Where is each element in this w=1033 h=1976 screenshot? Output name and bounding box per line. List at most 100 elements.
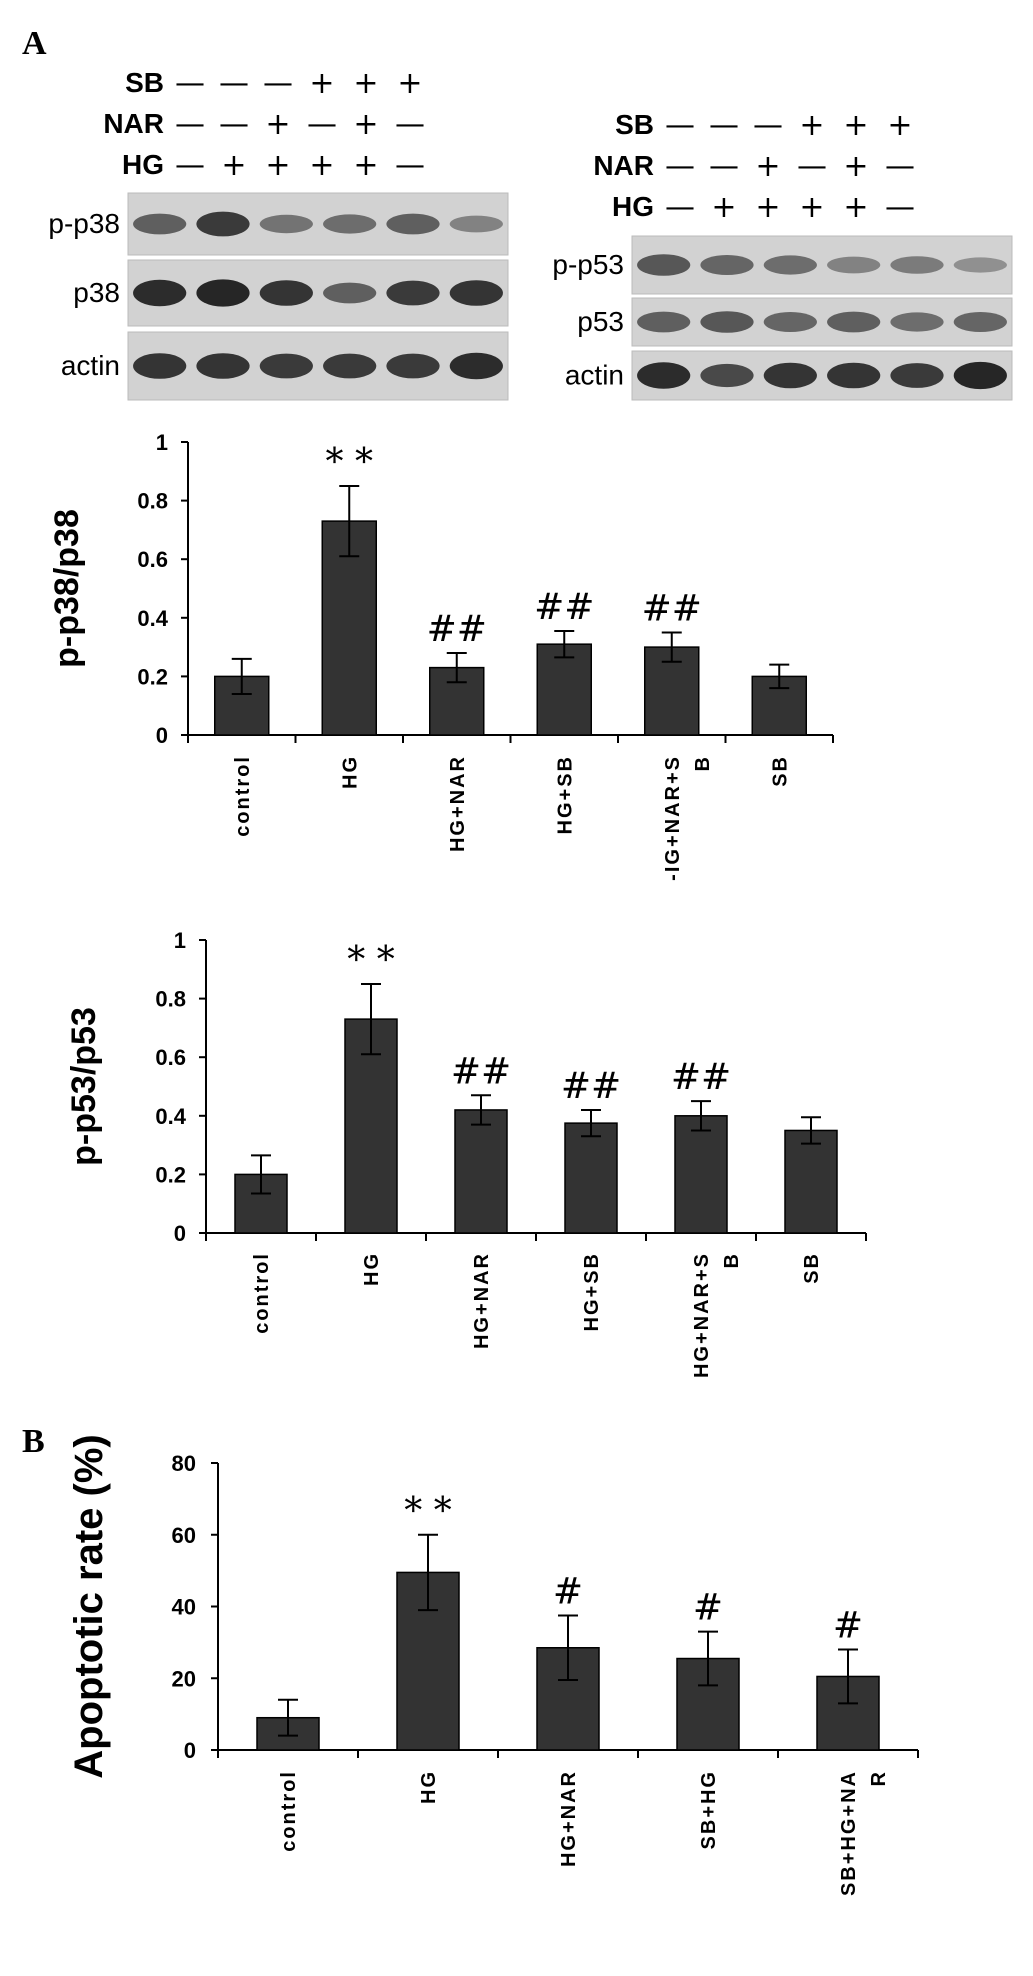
- blot-band: [827, 256, 881, 274]
- blot-band: [953, 257, 1007, 273]
- plus-sign: +: [265, 107, 290, 142]
- y-tick-label: 0.6: [137, 547, 168, 572]
- y-tick-label: 0.4: [155, 1104, 186, 1129]
- plus-sign: +: [265, 148, 290, 183]
- chart-2: 0 0.2 0.4 0.6 0.8 1 p-p53/p53 control * * HG ## HG+…: [65, 928, 867, 1378]
- category-label: HG+NAR: [558, 1770, 580, 1867]
- plus-sign: +: [309, 148, 334, 183]
- plus-sign: +: [309, 66, 334, 101]
- blot-band: [449, 352, 503, 380]
- category-label: B: [721, 1252, 743, 1268]
- blot-band: [700, 311, 754, 333]
- treatment-label-sb: SB: [615, 109, 654, 140]
- plus-sign: +: [353, 107, 378, 142]
- blot-band: [386, 280, 440, 306]
- category-label: HG: [361, 1252, 383, 1286]
- category-label: R: [868, 1770, 890, 1786]
- y-tick-label: 40: [172, 1595, 196, 1620]
- treatment-label-nar: NAR: [103, 108, 164, 139]
- significance-label: ##: [534, 587, 594, 628]
- significance-label: #: [693, 1588, 723, 1629]
- y-tick-label: 0.8: [155, 987, 186, 1012]
- minus-sign: —: [219, 107, 249, 142]
- category-label: SB: [801, 1252, 823, 1284]
- y-tick-label: 60: [172, 1523, 196, 1548]
- blot-band: [953, 361, 1007, 390]
- blot-p38-blot: SB — — — + + + NAR — — + — + — HG — + + + + — p-p38 p38 actin: [48, 66, 509, 401]
- y-tick-label: 0.6: [155, 1045, 186, 1070]
- blot-band: [323, 214, 377, 234]
- minus-sign: —: [885, 190, 915, 225]
- minus-sign: —: [885, 149, 915, 184]
- blot-band: [323, 353, 377, 379]
- blot-band: [700, 255, 754, 275]
- blot-band: [323, 282, 377, 304]
- y-tick-label: 20: [172, 1666, 196, 1691]
- minus-sign: —: [797, 149, 827, 184]
- blot-band: [196, 353, 250, 379]
- band-label-p53: p53: [577, 306, 624, 337]
- y-tick-label: 0.2: [137, 664, 168, 689]
- blot-strip-p53: [631, 297, 1013, 347]
- plus-sign: +: [353, 148, 378, 183]
- category-label: SB: [769, 755, 791, 787]
- category-label: control: [278, 1770, 300, 1852]
- plus-sign: +: [843, 149, 868, 184]
- blot-band: [763, 312, 817, 332]
- band-label-actin: actin: [61, 350, 120, 381]
- blot-band: [637, 362, 691, 389]
- band-label-p-p38: p-p38: [48, 208, 120, 239]
- minus-sign: —: [175, 107, 205, 142]
- y-tick-label: 0: [156, 723, 168, 748]
- bar-HG+SB: [564, 1122, 618, 1234]
- plus-sign: +: [887, 108, 912, 143]
- y-tick-label: 1: [174, 928, 186, 953]
- blot-band: [133, 279, 187, 307]
- blot-band: [827, 311, 881, 333]
- bar-SB: [784, 1129, 838, 1234]
- category-label: SB+HG: [698, 1770, 720, 1849]
- blot-band: [700, 363, 754, 388]
- western-blots: SB — — — + + + NAR — — + — + — HG — + + + + — p-p38 p38 actin SB…: [48, 66, 1013, 401]
- category-label: -IG+NAR+S: [662, 755, 684, 881]
- category-label: HG+NAR: [447, 755, 469, 852]
- plus-sign: +: [755, 149, 780, 184]
- significance-label: ##: [451, 1051, 511, 1092]
- significance-label: ##: [671, 1057, 731, 1098]
- band-label-actin: actin: [565, 360, 624, 391]
- plus-sign: +: [755, 190, 780, 225]
- plus-sign: +: [843, 108, 868, 143]
- y-tick-label: 80: [172, 1451, 196, 1476]
- category-label: SB+HG+NA: [838, 1770, 860, 1896]
- treatment-label-sb: SB: [125, 67, 164, 98]
- y-tick-label: 0: [184, 1738, 196, 1763]
- blot-band: [890, 312, 944, 332]
- band-label-p-p53: p-p53: [552, 249, 624, 280]
- band-label-p38: p38: [73, 277, 120, 308]
- minus-sign: —: [307, 107, 337, 142]
- minus-sign: —: [219, 66, 249, 101]
- significance-label: * *: [347, 940, 394, 981]
- treatment-label-hg: HG: [122, 149, 164, 180]
- plus-sign: +: [397, 66, 422, 101]
- blot-band: [386, 353, 440, 379]
- significance-label: #: [833, 1606, 863, 1647]
- blot-band: [196, 211, 250, 237]
- blot-strip-p-p53: [631, 235, 1013, 295]
- significance-label: ##: [561, 1066, 621, 1107]
- significance-label: #: [553, 1571, 583, 1612]
- chart-3: 0 20 40 60 80 Apoptotic rate (%) control * * HG #…: [67, 1434, 919, 1896]
- blot-band: [196, 279, 250, 307]
- minus-sign: —: [753, 108, 783, 143]
- minus-sign: —: [175, 148, 205, 183]
- plus-sign: +: [711, 190, 736, 225]
- minus-sign: —: [263, 66, 293, 101]
- category-label: B: [692, 755, 714, 771]
- bar-HG+NAR: [454, 1109, 508, 1234]
- category-label: HG: [418, 1770, 440, 1804]
- category-label: control: [251, 1252, 273, 1334]
- significance-label: * *: [326, 442, 373, 483]
- minus-sign: —: [665, 108, 695, 143]
- minus-sign: —: [709, 108, 739, 143]
